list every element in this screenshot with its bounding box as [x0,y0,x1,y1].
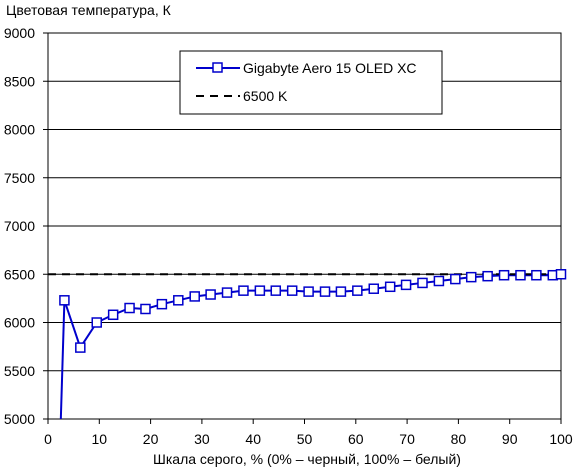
legend: Gigabyte Aero 15 OLED XC 6500 K [179,50,443,115]
x-tick-label: 80 [451,431,467,447]
data-point [156,298,168,310]
x-tick-label: 50 [297,431,313,447]
legend-box [179,50,443,115]
y-tick-label: 6500 [4,266,35,282]
data-point [515,269,526,281]
data-point [303,286,314,297]
x-tick-label: 0 [44,431,52,447]
data-point [254,285,266,296]
y-axis-title: Цветовая температура, К [6,2,172,18]
data-point [59,295,70,306]
y-tick-label: 7500 [4,170,35,186]
data-point [189,291,200,302]
data-point [400,279,412,291]
y-tick-label: 7000 [4,218,35,234]
data-point [433,275,445,287]
data-point [531,269,542,281]
x-tick-label: 10 [92,431,108,447]
data-point [384,281,396,293]
data-point [173,295,184,306]
data-point [205,289,216,300]
y-tick-label: 8500 [4,73,35,89]
y-tick-label: 6000 [4,315,35,331]
data-point [335,286,347,297]
data-point [124,302,135,314]
x-tick-label: 60 [348,431,364,447]
data-point [140,303,151,315]
legend-label-gigabyte: Gigabyte Aero 15 OLED XC [243,60,417,76]
x-tick-label: 100 [549,431,573,447]
data-point [221,287,233,298]
data-point [238,285,249,296]
y-tick-labels: 5000 5500 6000 6500 7000 7500 8000 8500 9000 [4,25,48,427]
data-point [270,285,282,296]
data-point [450,273,461,285]
x-tick-label: 40 [245,431,261,447]
x-axis-title: Шкала серого, % (0% – черный, 100% – бел… [153,451,461,467]
x-tick-labels: 0 10 20 30 40 50 60 70 80 90 100 [44,419,573,447]
data-point [91,317,102,328]
data-point [498,269,510,281]
data-point [555,269,567,280]
legend-label-6500k: 6500 K [243,88,288,104]
data-point [352,285,363,296]
data-point [286,285,298,296]
y-tick-label: 8000 [4,122,35,138]
y-tick-label: 5500 [4,363,35,379]
data-point [465,271,477,283]
data-point [368,283,380,294]
data-point [75,342,86,353]
x-tick-label: 30 [194,431,210,447]
series-layer [48,269,567,420]
y-tick-label: 5000 [4,411,35,427]
data-point [319,286,331,297]
x-tick-label: 20 [143,431,159,447]
x-tick-label: 90 [502,431,518,447]
data-point [417,277,428,289]
x-tick-label: 70 [399,431,415,447]
legend-marker-gigabyte [212,62,223,73]
y-tick-label: 9000 [4,25,35,41]
data-point [482,270,493,282]
data-point [107,309,119,321]
